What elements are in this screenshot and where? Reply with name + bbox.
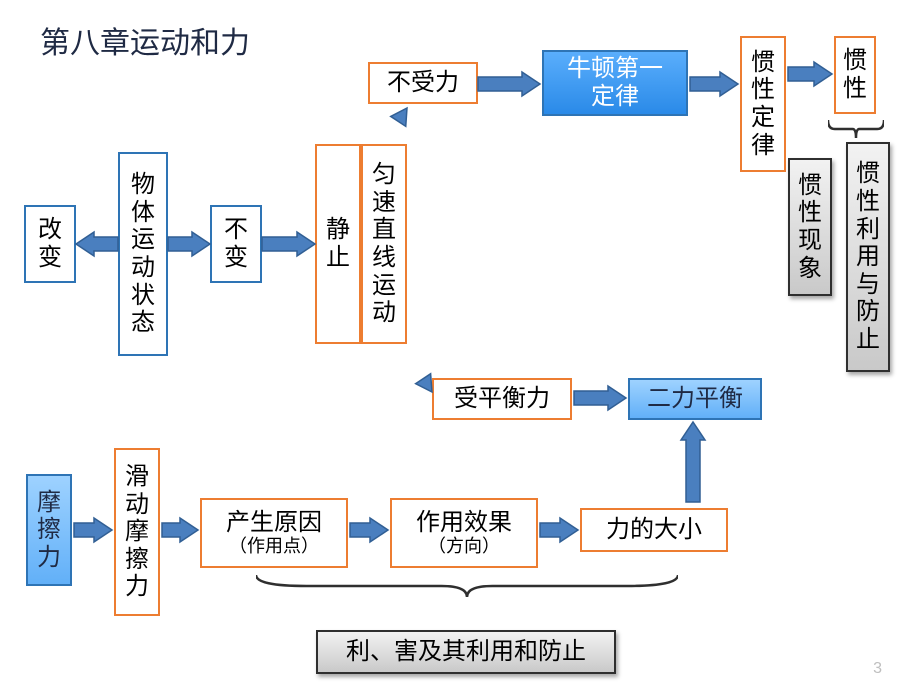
node-inertia: 惯 性 — [834, 36, 876, 114]
node-inertia_use: 惯 性 利 用 与 防 止 — [846, 142, 890, 372]
arrow-5 — [690, 72, 738, 96]
node-sliding-label: 滑 动 摩 擦 力 — [125, 463, 149, 601]
node-inertia_law-label: 惯 性 定 律 — [751, 49, 775, 159]
node-summary-label: 利、害及其利用和防止 — [346, 638, 586, 666]
title-text: 第八章运动和力 — [40, 27, 250, 60]
node-uniform: 匀 速 直 线 运 动 — [361, 144, 407, 344]
node-sliding: 滑 动 摩 擦 力 — [114, 448, 160, 616]
node-unchanged: 不 变 — [210, 205, 262, 283]
node-cause-label: 产生原因 — [226, 509, 322, 537]
arrow-0 — [76, 232, 118, 256]
arrow-7 — [390, 336, 446, 406]
node-uniform-label: 匀 速 直 线 运 动 — [372, 161, 396, 327]
node-twoforce-label: 二力平衡 — [647, 385, 743, 413]
arrow-4 — [478, 72, 540, 96]
node-change-label: 改 变 — [38, 216, 62, 271]
brace-0 — [828, 120, 884, 144]
node-unchanged-label: 不 变 — [224, 216, 248, 271]
node-newton1-label: 牛顿第一 定律 — [567, 55, 663, 110]
arrow-8 — [574, 386, 626, 410]
arrow-11 — [162, 518, 198, 542]
arrow-3 — [372, 94, 421, 154]
node-effect-label: 作用效果 — [416, 509, 512, 537]
node-state: 物 体 运 动 状 态 — [118, 152, 168, 356]
node-change: 改 变 — [24, 205, 76, 283]
node-effect: 作用效果（方向） — [390, 498, 538, 568]
node-rest-label: 静 止 — [326, 216, 350, 271]
arrow-2 — [262, 232, 315, 256]
node-balanced-label: 受平衡力 — [454, 385, 550, 413]
arrow-1 — [168, 232, 210, 256]
node-inertia_use-label: 惯 性 利 用 与 防 止 — [856, 160, 880, 353]
arrow-9 — [681, 422, 705, 502]
page-number-text: 3 — [873, 660, 882, 677]
node-friction: 摩 擦 力 — [26, 474, 72, 586]
node-magnitude-label: 力的大小 — [606, 516, 702, 544]
node-inertia_phenom: 惯 性 现 象 — [788, 158, 832, 296]
node-newton1: 牛顿第一 定律 — [542, 50, 688, 116]
arrow-13 — [540, 518, 578, 542]
node-twoforce: 二力平衡 — [628, 378, 762, 420]
page-number: 3 — [873, 660, 882, 678]
arrow-6 — [788, 62, 832, 86]
node-friction-label: 摩 擦 力 — [37, 489, 61, 572]
node-inertia-label: 惯 性 — [843, 47, 867, 102]
node-noforce-label: 不受力 — [387, 69, 459, 97]
brace-1 — [256, 575, 678, 603]
node-rest: 静 止 — [315, 144, 361, 344]
node-inertia_phenom-label: 惯 性 现 象 — [798, 172, 822, 282]
node-cause: 产生原因（作用点） — [200, 498, 348, 568]
arrow-10 — [74, 518, 112, 542]
node-state-label: 物 体 运 动 状 态 — [131, 171, 155, 337]
node-inertia_law: 惯 性 定 律 — [740, 36, 786, 172]
arrow-12 — [350, 518, 388, 542]
node-summary: 利、害及其利用和防止 — [316, 630, 616, 674]
node-cause-sublabel: （作用点） — [229, 536, 319, 557]
page-title: 第八章运动和力 — [40, 18, 250, 62]
node-balanced: 受平衡力 — [432, 378, 572, 420]
node-magnitude: 力的大小 — [580, 508, 728, 552]
node-effect-sublabel: （方向） — [428, 536, 500, 557]
